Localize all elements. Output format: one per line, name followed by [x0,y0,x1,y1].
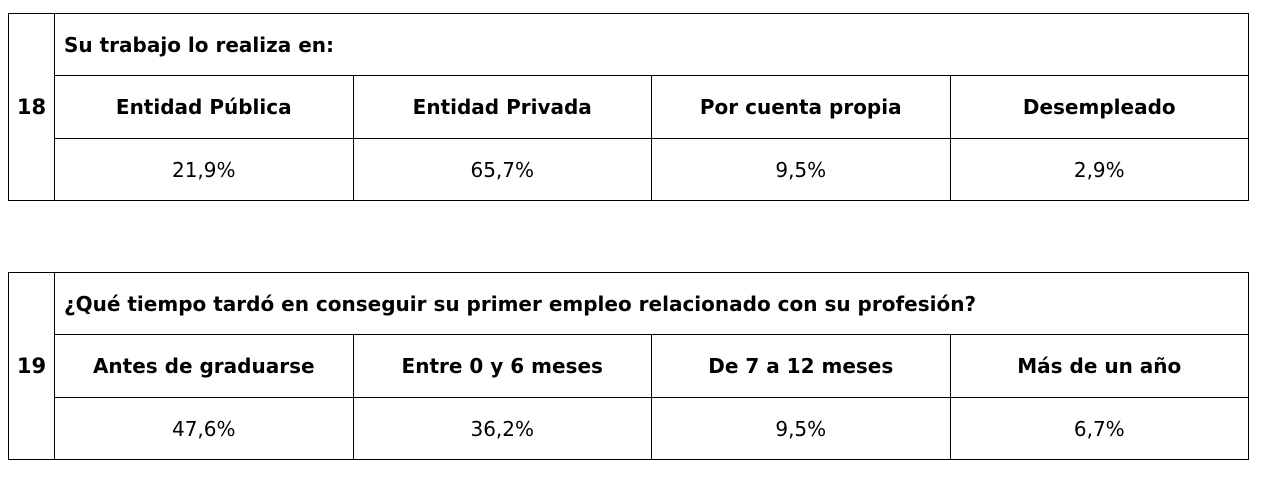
question-number: 19 [8,272,55,460]
question-18-table: 18 Su trabajo lo realiza en: Entidad Púb… [8,13,1249,201]
option-label: Entre 0 y 6 meses [352,334,652,398]
option-percentage: 2,9% [949,138,1249,201]
option-label: Más de un año [949,334,1250,398]
option-label: Entidad Privada [352,75,652,139]
question-text: ¿Qué tiempo tardó en conseguir su primer… [53,272,1250,335]
option-percentage: 36,2% [352,397,652,460]
option-percentage: 9,5% [651,138,951,201]
option-label: Por cuenta propia [651,75,951,139]
option-label: Antes de graduarse [54,334,354,398]
option-label: Desempleado [949,75,1249,139]
option-percentage: 9,5% [651,397,951,460]
option-label: De 7 a 12 meses [651,334,951,398]
option-percentage: 6,7% [949,397,1250,460]
option-percentage: 47,6% [54,397,354,460]
question-number: 18 [8,13,55,201]
option-label: Entidad Pública [54,75,354,139]
question-19-table: 19 ¿Qué tiempo tardó en conseguir su pri… [8,272,1250,460]
option-percentage: 65,7% [352,138,652,201]
question-text: Su trabajo lo realiza en: [54,13,1249,76]
option-percentage: 21,9% [54,138,354,201]
